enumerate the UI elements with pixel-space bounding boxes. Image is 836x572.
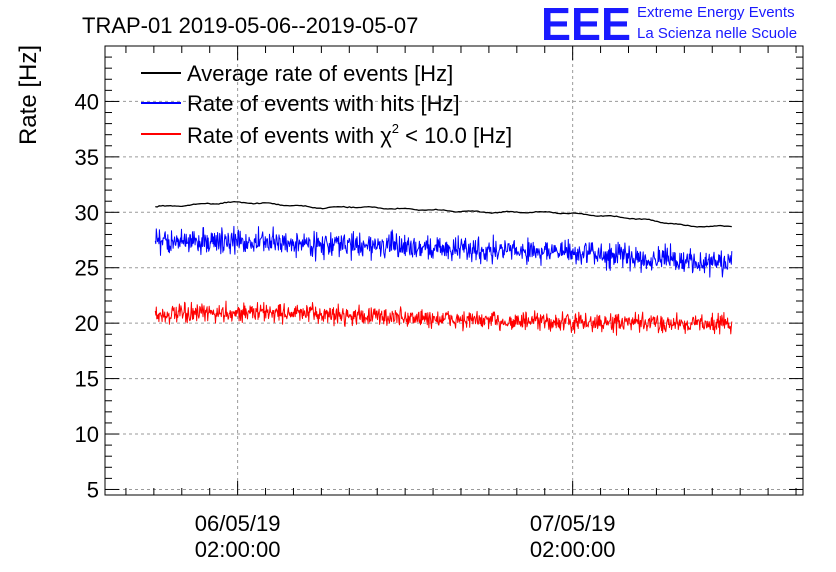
- legend-label-chi2-tail: < 10.0 [Hz]: [399, 123, 512, 148]
- axis-ticks: [105, 46, 803, 495]
- legend-label-chi2-sup: 2: [392, 121, 399, 136]
- y-tick-label: 40: [75, 89, 99, 114]
- y-tick-label: 25: [75, 256, 99, 281]
- series-lines: [154, 200, 733, 336]
- legend: Average rate of events [Hz] Rate of even…: [141, 61, 512, 148]
- series-rate-with-hits: [154, 225, 733, 278]
- y-axis-label: Rate [Hz]: [15, 45, 42, 145]
- legend-label-average: Average rate of events [Hz]: [187, 61, 453, 86]
- y-tick-label: 5: [87, 477, 99, 502]
- legend-label-chi2-main: Rate of events with χ: [187, 123, 392, 148]
- y-tick-label: 20: [75, 311, 99, 336]
- logo-mark: EEE: [541, 0, 631, 50]
- logo-line-1: Extreme Energy Events: [637, 4, 795, 21]
- y-tick-label: 10: [75, 422, 99, 447]
- legend-label-chi2: Rate of events with χ2 < 10.0 [Hz]: [187, 121, 512, 148]
- plot-frame: [104, 45, 804, 496]
- y-tick-label: 15: [75, 367, 99, 392]
- series-average-rate: [155, 200, 732, 228]
- series-rate-chi2: [154, 300, 733, 336]
- x-tick-label-date: 06/05/19: [195, 511, 281, 536]
- y-tick-labels: 5 10 15 20 25 30 35 40: [75, 89, 99, 502]
- legend-label-hits: Rate of events with hits [Hz]: [187, 91, 460, 116]
- x-tick-label-date: 07/05/19: [530, 511, 616, 536]
- x-tick-label-time: 02:00:00: [530, 537, 616, 562]
- y-tick-label: 35: [75, 145, 99, 170]
- logo-line-2: La Scienza nelle Scuole: [637, 25, 797, 42]
- eee-logo: EEE Extreme Energy Events La Scienza nel…: [541, 0, 797, 50]
- y-tick-label: 30: [75, 200, 99, 225]
- x-tick-label-time: 02:00:00: [195, 537, 281, 562]
- chart-title: TRAP-01 2019-05-06--2019-05-07: [82, 13, 418, 38]
